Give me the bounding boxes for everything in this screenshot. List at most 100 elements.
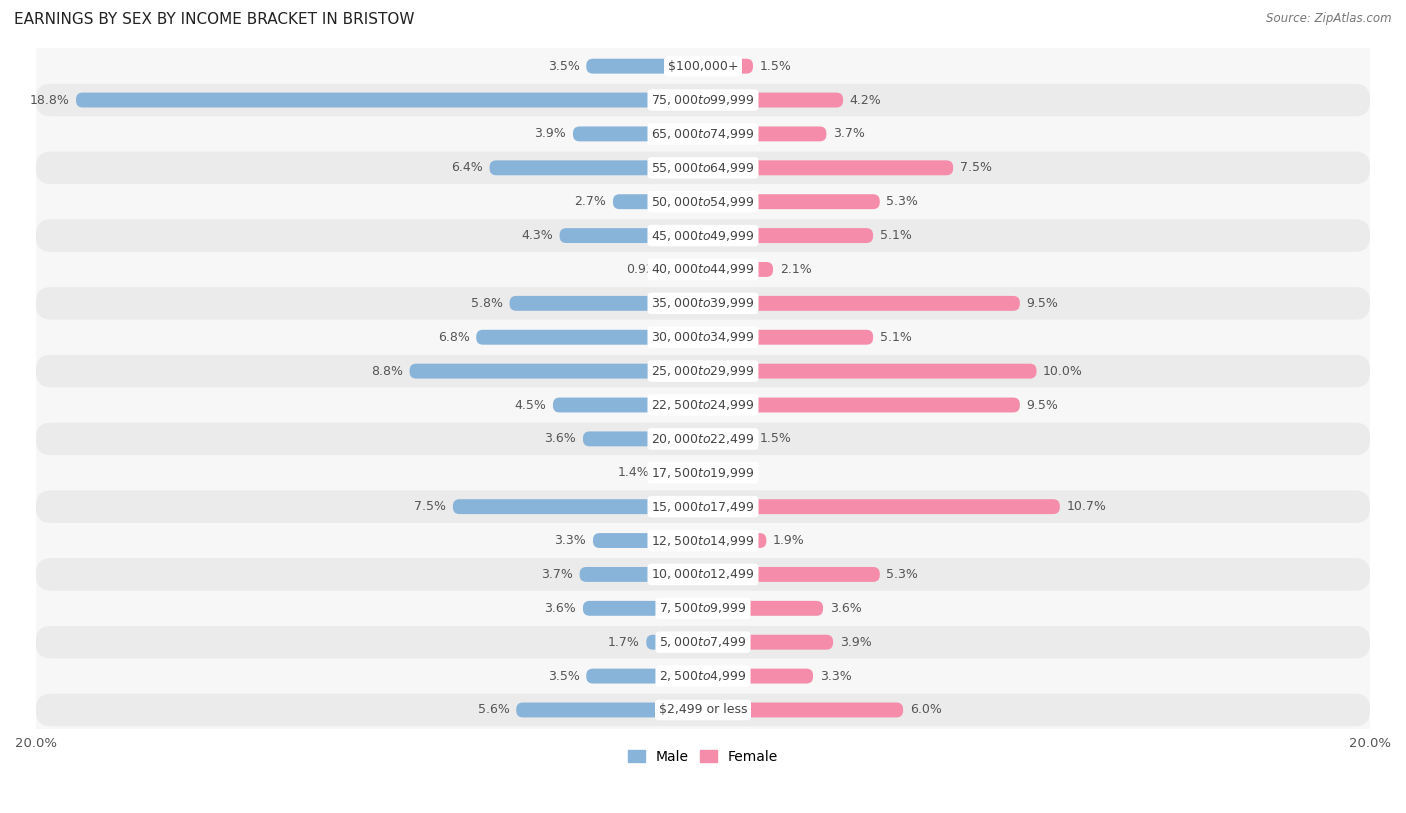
Text: $40,000 to $44,999: $40,000 to $44,999 [651, 263, 755, 276]
FancyBboxPatch shape [703, 635, 834, 650]
FancyBboxPatch shape [703, 499, 1060, 514]
Text: 0.26%: 0.26% [718, 467, 758, 480]
FancyBboxPatch shape [703, 432, 754, 446]
FancyBboxPatch shape [572, 127, 703, 141]
FancyBboxPatch shape [37, 524, 1369, 557]
FancyBboxPatch shape [37, 660, 1369, 693]
Legend: Male, Female: Male, Female [623, 744, 783, 769]
FancyBboxPatch shape [703, 194, 880, 209]
Text: 10.7%: 10.7% [1067, 500, 1107, 513]
FancyBboxPatch shape [489, 160, 703, 176]
Text: 1.4%: 1.4% [617, 467, 650, 480]
FancyBboxPatch shape [37, 423, 1369, 455]
FancyBboxPatch shape [37, 457, 1369, 489]
FancyBboxPatch shape [37, 50, 1369, 82]
Text: 3.7%: 3.7% [834, 128, 865, 141]
FancyBboxPatch shape [647, 635, 703, 650]
FancyBboxPatch shape [509, 296, 703, 311]
Text: 3.6%: 3.6% [830, 602, 862, 615]
Text: 3.5%: 3.5% [548, 670, 579, 683]
FancyBboxPatch shape [37, 287, 1369, 320]
FancyBboxPatch shape [703, 363, 1036, 379]
FancyBboxPatch shape [37, 253, 1369, 285]
FancyBboxPatch shape [37, 220, 1369, 252]
Text: $20,000 to $22,499: $20,000 to $22,499 [651, 432, 755, 446]
FancyBboxPatch shape [453, 499, 703, 514]
Text: 10.0%: 10.0% [1043, 364, 1083, 377]
FancyBboxPatch shape [703, 127, 827, 141]
Text: $15,000 to $17,499: $15,000 to $17,499 [651, 500, 755, 514]
Text: $7,500 to $9,999: $7,500 to $9,999 [659, 602, 747, 615]
FancyBboxPatch shape [703, 262, 773, 277]
FancyBboxPatch shape [586, 59, 703, 74]
Text: 3.9%: 3.9% [839, 636, 872, 649]
Text: 0.92%: 0.92% [626, 263, 665, 276]
Text: 5.1%: 5.1% [880, 331, 911, 344]
FancyBboxPatch shape [703, 296, 1019, 311]
Text: 3.3%: 3.3% [820, 670, 852, 683]
FancyBboxPatch shape [37, 592, 1369, 624]
Text: 1.9%: 1.9% [773, 534, 804, 547]
FancyBboxPatch shape [37, 354, 1369, 387]
Text: $5,000 to $7,499: $5,000 to $7,499 [659, 635, 747, 650]
Text: $17,500 to $19,999: $17,500 to $19,999 [651, 466, 755, 480]
Text: $12,500 to $14,999: $12,500 to $14,999 [651, 533, 755, 547]
Text: 9.5%: 9.5% [1026, 398, 1059, 411]
FancyBboxPatch shape [37, 693, 1369, 726]
Text: 5.3%: 5.3% [886, 195, 918, 208]
FancyBboxPatch shape [579, 567, 703, 582]
Text: $22,500 to $24,999: $22,500 to $24,999 [651, 398, 755, 412]
Text: 5.8%: 5.8% [471, 297, 503, 310]
FancyBboxPatch shape [37, 118, 1369, 150]
FancyBboxPatch shape [703, 601, 823, 615]
FancyBboxPatch shape [37, 626, 1369, 659]
FancyBboxPatch shape [703, 398, 1019, 412]
Text: $25,000 to $29,999: $25,000 to $29,999 [651, 364, 755, 378]
Text: 3.6%: 3.6% [544, 602, 576, 615]
Text: Source: ZipAtlas.com: Source: ZipAtlas.com [1267, 12, 1392, 25]
Text: 4.5%: 4.5% [515, 398, 547, 411]
Text: $10,000 to $12,499: $10,000 to $12,499 [651, 567, 755, 581]
FancyBboxPatch shape [553, 398, 703, 412]
Text: 8.8%: 8.8% [371, 364, 404, 377]
Text: 4.3%: 4.3% [522, 229, 553, 242]
FancyBboxPatch shape [703, 59, 754, 74]
Text: 3.9%: 3.9% [534, 128, 567, 141]
FancyBboxPatch shape [560, 228, 703, 243]
Text: 6.0%: 6.0% [910, 703, 942, 716]
FancyBboxPatch shape [703, 702, 903, 717]
FancyBboxPatch shape [586, 668, 703, 684]
Text: $55,000 to $64,999: $55,000 to $64,999 [651, 161, 755, 175]
Text: $2,500 to $4,999: $2,500 to $4,999 [659, 669, 747, 683]
Text: 1.5%: 1.5% [759, 433, 792, 446]
Text: 3.3%: 3.3% [554, 534, 586, 547]
FancyBboxPatch shape [37, 321, 1369, 354]
FancyBboxPatch shape [37, 84, 1369, 116]
FancyBboxPatch shape [703, 668, 813, 684]
FancyBboxPatch shape [657, 465, 703, 480]
Text: $2,499 or less: $2,499 or less [659, 703, 747, 716]
Text: $30,000 to $34,999: $30,000 to $34,999 [651, 330, 755, 344]
Text: 1.7%: 1.7% [607, 636, 640, 649]
Text: 4.2%: 4.2% [849, 93, 882, 107]
FancyBboxPatch shape [703, 465, 711, 480]
Text: $65,000 to $74,999: $65,000 to $74,999 [651, 127, 755, 141]
FancyBboxPatch shape [37, 389, 1369, 421]
FancyBboxPatch shape [76, 93, 703, 107]
Text: EARNINGS BY SEX BY INCOME BRACKET IN BRISTOW: EARNINGS BY SEX BY INCOME BRACKET IN BRI… [14, 12, 415, 27]
FancyBboxPatch shape [477, 330, 703, 345]
Text: 6.4%: 6.4% [451, 161, 482, 174]
Text: $50,000 to $54,999: $50,000 to $54,999 [651, 194, 755, 209]
Text: $35,000 to $39,999: $35,000 to $39,999 [651, 297, 755, 311]
Text: $75,000 to $99,999: $75,000 to $99,999 [651, 93, 755, 107]
FancyBboxPatch shape [37, 185, 1369, 218]
Text: 7.5%: 7.5% [960, 161, 991, 174]
Text: 9.5%: 9.5% [1026, 297, 1059, 310]
FancyBboxPatch shape [583, 432, 703, 446]
FancyBboxPatch shape [703, 567, 880, 582]
FancyBboxPatch shape [37, 559, 1369, 591]
Text: $100,000+: $100,000+ [668, 59, 738, 72]
Text: 18.8%: 18.8% [30, 93, 69, 107]
Text: 5.1%: 5.1% [880, 229, 911, 242]
FancyBboxPatch shape [37, 151, 1369, 184]
